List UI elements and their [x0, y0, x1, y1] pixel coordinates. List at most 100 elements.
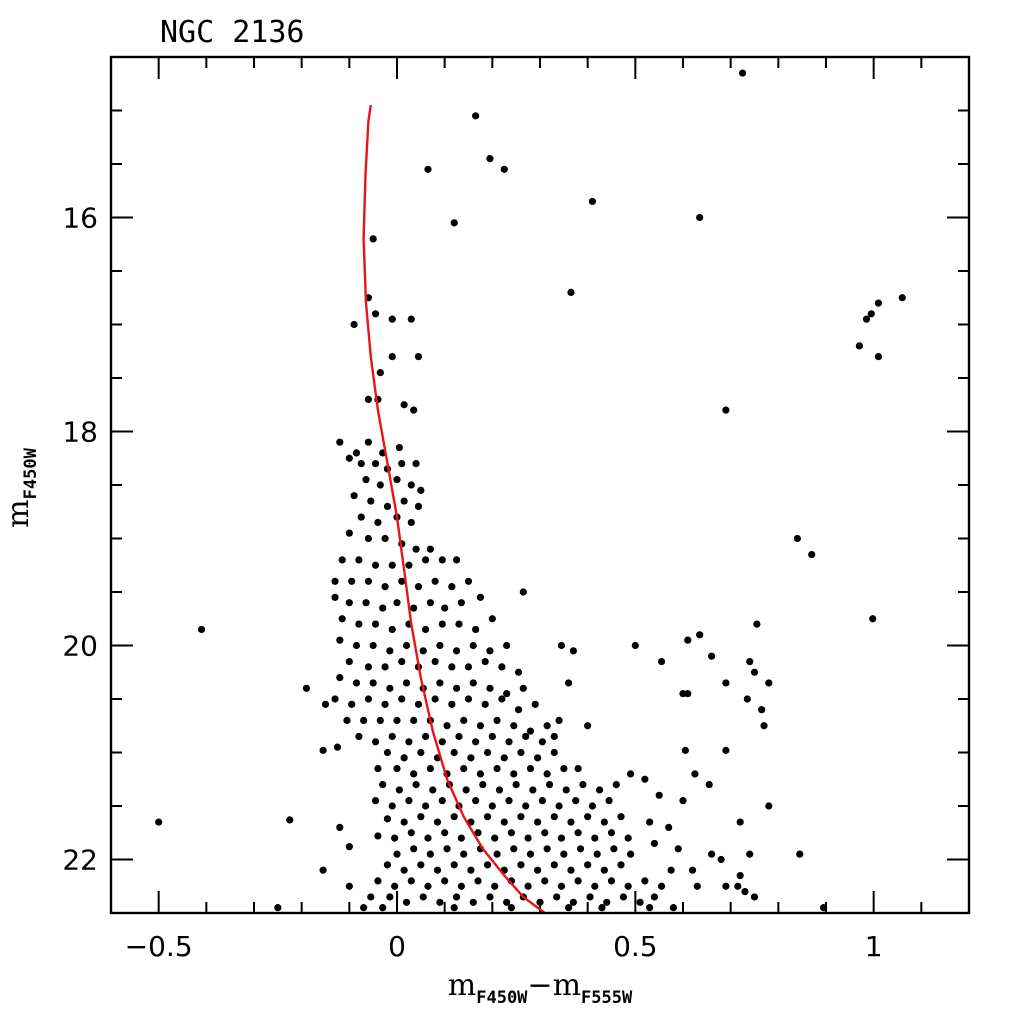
data-point: [450, 861, 458, 869]
data-point: [424, 882, 432, 890]
x-tick-label: 0.5: [613, 930, 658, 963]
data-point: [565, 679, 573, 687]
data-point: [374, 518, 382, 527]
data-point: [534, 866, 542, 874]
data-point: [350, 320, 358, 329]
data-point: [507, 904, 515, 912]
data-point: [436, 641, 444, 650]
data-point: [557, 641, 566, 650]
data-point: [598, 904, 606, 912]
data-point: [405, 561, 413, 569]
data-point: [722, 679, 730, 687]
data-point: [560, 850, 568, 858]
data-point: [650, 893, 659, 901]
data-point: [357, 513, 365, 521]
data-point: [674, 845, 682, 853]
data-point: [855, 342, 863, 350]
data-point: [417, 748, 425, 757]
data-point: [808, 550, 816, 559]
data-point: [483, 748, 492, 757]
data-point: [336, 674, 344, 682]
data-point: [734, 882, 742, 890]
data-point: [550, 861, 558, 869]
data-point: [665, 823, 673, 832]
data-point: [617, 813, 625, 821]
data-point: [476, 770, 485, 778]
data-point: [450, 813, 458, 821]
data-point: [488, 615, 496, 623]
data-point: [345, 882, 353, 890]
data-point: [431, 577, 439, 585]
data-point: [605, 797, 613, 805]
data-point: [424, 165, 432, 173]
data-point: [379, 604, 387, 612]
data-point: [898, 294, 906, 302]
data-point: [555, 802, 563, 810]
data-point: [491, 882, 499, 890]
data-point: [422, 802, 430, 810]
data-point: [517, 861, 525, 869]
x-tick-label: 0: [388, 930, 406, 963]
data-point: [398, 657, 406, 666]
data-point: [553, 893, 561, 901]
data-point: [395, 443, 403, 452]
data-point: [367, 893, 375, 901]
data-point: [646, 818, 654, 826]
data-point: [374, 877, 382, 885]
data-point: [722, 882, 730, 890]
data-point: [450, 219, 458, 227]
data-point: [374, 764, 382, 773]
x-axis-label: mF450W−mF555W: [448, 968, 633, 1008]
data-point: [345, 657, 353, 666]
data-point: [452, 684, 461, 692]
data-point: [510, 770, 518, 778]
data-point: [364, 663, 372, 671]
data-point: [457, 882, 465, 890]
data-point: [593, 850, 601, 858]
data-point: [383, 748, 392, 757]
data-point: [350, 492, 358, 500]
data-point: [460, 716, 468, 725]
data-point: [738, 69, 747, 77]
data-point: [422, 732, 430, 741]
data-point: [426, 850, 434, 858]
data-point: [591, 882, 599, 890]
data-point: [874, 353, 883, 361]
data-point: [557, 882, 566, 890]
data-point: [760, 722, 768, 730]
data-point: [302, 684, 311, 692]
data-point: [519, 588, 527, 596]
plot-frame: [109, 55, 971, 915]
y-tick-label: 22: [62, 844, 98, 877]
data-point: [862, 315, 871, 323]
data-point: [543, 722, 551, 730]
data-point: [402, 679, 411, 687]
data-point: [722, 406, 730, 414]
data-point: [641, 775, 649, 783]
data-point: [693, 882, 701, 890]
data-point: [495, 786, 504, 794]
data-point: [405, 797, 413, 805]
data-point: [557, 834, 566, 842]
data-point: [746, 850, 754, 858]
data-point: [517, 813, 525, 821]
data-point: [574, 829, 582, 837]
axis-ticks: [110, 56, 970, 914]
data-point: [331, 577, 339, 585]
data-point: [376, 369, 384, 377]
data-point: [431, 695, 439, 703]
data-point: [412, 545, 420, 553]
data-point: [472, 625, 480, 634]
data-point: [386, 684, 394, 692]
y-label-m: m: [1, 499, 36, 527]
data-point: [419, 893, 427, 901]
data-point: [607, 829, 616, 837]
data-point: [603, 898, 611, 906]
data-point: [612, 781, 620, 789]
data-point: [874, 299, 883, 307]
data-point: [524, 834, 532, 842]
data-point: [345, 454, 353, 462]
data-point: [576, 845, 585, 853]
data-point: [472, 112, 480, 120]
data-point: [319, 746, 327, 754]
